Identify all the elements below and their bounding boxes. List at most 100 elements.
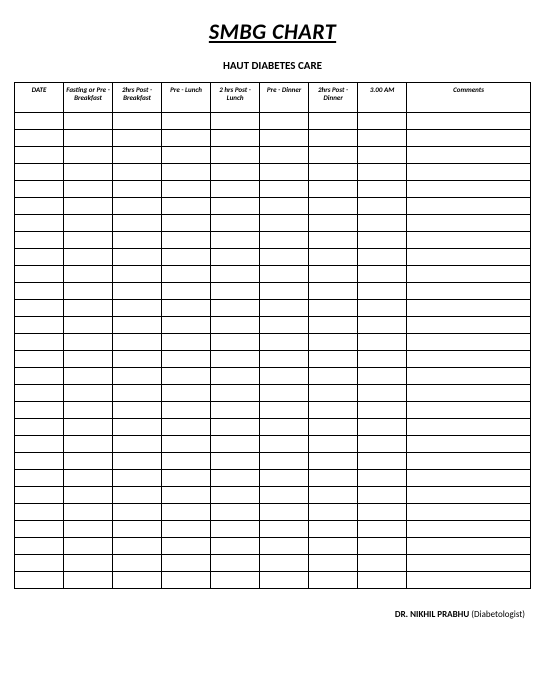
table-cell [358,164,407,181]
table-row [15,572,531,589]
table-cell [64,147,113,164]
table-cell [211,385,260,402]
table-cell [113,113,162,130]
table-cell [407,130,531,147]
table-cell [15,504,64,521]
table-cell [15,453,64,470]
table-cell [15,385,64,402]
col-header: 2hrs Post - Breakfast [113,83,162,113]
table-cell [64,283,113,300]
table-cell [64,504,113,521]
table-cell [211,521,260,538]
table-cell [407,266,531,283]
table-cell [211,283,260,300]
page: SMBG CHART HAUT DIABETES CARE DATEFastin… [0,0,545,687]
table-cell [309,164,358,181]
table-cell [113,521,162,538]
table-cell [211,572,260,589]
page-title: SMBG CHART [14,18,531,45]
table-cell [407,487,531,504]
table-cell [407,402,531,419]
table-cell [407,521,531,538]
footer: DR. NIKHIL PRABHU (Diabetologist) [14,609,531,620]
table-cell [309,317,358,334]
table-cell [211,436,260,453]
table-cell [64,419,113,436]
table-cell [260,504,309,521]
table-cell [15,232,64,249]
table-cell [64,572,113,589]
table-cell [211,317,260,334]
table-cell [162,572,211,589]
table-row [15,368,531,385]
table-cell [113,436,162,453]
table-cell [113,504,162,521]
table-row [15,266,531,283]
table-cell [407,164,531,181]
table-row [15,147,531,164]
table-cell [309,385,358,402]
table-cell [64,538,113,555]
table-row [15,181,531,198]
table-cell [162,266,211,283]
table-cell [358,521,407,538]
table-cell [309,521,358,538]
table-cell [309,147,358,164]
table-cell [113,453,162,470]
table-cell [15,198,64,215]
table-cell [309,215,358,232]
table-cell [162,300,211,317]
table-head: DATEFasting or Pre - Breakfast2hrs Post … [15,83,531,113]
table-cell [113,266,162,283]
table-cell [162,504,211,521]
table-cell [358,538,407,555]
table-cell [260,538,309,555]
table-cell [407,555,531,572]
table-cell [211,130,260,147]
col-header: Comments [407,83,531,113]
table-cell [15,368,64,385]
table-cell [211,266,260,283]
table-cell [358,334,407,351]
table-cell [64,436,113,453]
col-header: DATE [15,83,64,113]
table-cell [15,283,64,300]
table-cell [260,266,309,283]
table-cell [309,232,358,249]
table-cell [15,419,64,436]
table-cell [162,215,211,232]
table-cell [64,317,113,334]
table-cell [113,538,162,555]
table-cell [309,436,358,453]
table-cell [64,232,113,249]
table-cell [113,419,162,436]
table-cell [15,249,64,266]
table-cell [358,419,407,436]
table-cell [162,487,211,504]
table-cell [407,283,531,300]
table-cell [64,181,113,198]
table-cell [358,368,407,385]
table-cell [162,538,211,555]
table-cell [407,504,531,521]
table-row [15,198,531,215]
table-cell [358,113,407,130]
table-cell [260,402,309,419]
table-row [15,385,531,402]
table-cell [15,130,64,147]
table-body [15,113,531,589]
table-row [15,334,531,351]
table-cell [162,521,211,538]
table-cell [15,436,64,453]
table-row [15,538,531,555]
table-cell [407,249,531,266]
table-cell [309,130,358,147]
table-row [15,249,531,266]
table-cell [309,113,358,130]
table-cell [309,419,358,436]
table-cell [113,232,162,249]
table-cell [309,402,358,419]
table-cell [64,555,113,572]
table-cell [260,368,309,385]
table-row [15,351,531,368]
